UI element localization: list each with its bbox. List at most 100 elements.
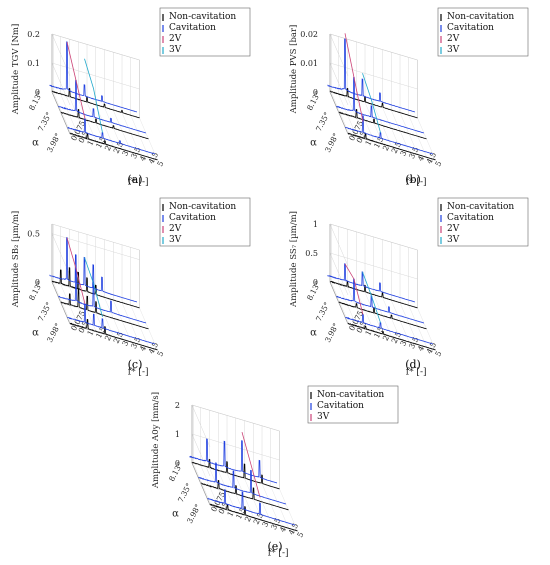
axis-frame <box>329 33 418 118</box>
panel-2: 00.58.13°7.35°3.98°0.0750.511.522.533.54… <box>11 197 251 377</box>
f-tick-label: 4 <box>416 344 426 353</box>
z-tick-label: 0.5 <box>27 230 40 239</box>
series-line <box>327 263 415 303</box>
z-tick-label: 0.01 <box>300 59 318 68</box>
legend-box <box>437 197 529 247</box>
f-tick-label: 1 <box>85 139 95 147</box>
series-line <box>58 267 147 324</box>
series-line <box>191 458 280 490</box>
grid-line <box>191 433 211 477</box>
series-line <box>345 115 433 155</box>
z-axis-label: Amplitude TGV [Nm] <box>11 24 21 116</box>
harmonic-line-2V <box>344 33 364 122</box>
legend-label: 3V <box>317 412 330 422</box>
legend-label: Cavitation <box>169 213 216 223</box>
grid-line <box>329 252 418 280</box>
f-tick-label: 5 <box>433 349 443 358</box>
alpha-axis-label: α <box>32 138 39 149</box>
f-tick-label: 2 <box>103 144 113 153</box>
z-axis-label: Amplitude SB₂ [µm/m] <box>11 211 21 308</box>
f-axis-label: f* [-] <box>128 177 149 187</box>
panel-caption: (b) <box>405 173 421 186</box>
series-line <box>67 303 156 345</box>
panel-3: 00.518.13°7.35°3.98°0.0750.511.522.533.5… <box>289 197 529 377</box>
f-tick-label: 3 <box>398 339 408 348</box>
alpha-tick-label: 8.13° <box>305 279 323 302</box>
harmonic-line-3V <box>84 257 103 318</box>
harmonic-line-2V <box>66 41 86 119</box>
series-line <box>51 267 140 309</box>
legend-label: 2V <box>447 34 460 44</box>
grid-line <box>51 233 71 276</box>
harmonic-line-3V <box>84 58 103 133</box>
z-tick-label: 0 <box>313 88 318 97</box>
series-line <box>347 132 436 161</box>
series-line <box>60 288 149 330</box>
harmonic-line-3V <box>241 431 261 498</box>
series-line <box>336 278 424 324</box>
series-line <box>329 87 418 119</box>
f-tick-label: 4 <box>278 525 288 534</box>
harmonic-line-3V <box>362 271 381 323</box>
f-axis-label: f* [-] <box>406 367 427 377</box>
f-tick-label: 5 <box>155 349 165 358</box>
alpha-tick-label: 3.98° <box>45 321 63 344</box>
alpha-axis-label: α <box>172 509 179 520</box>
axis-frame <box>191 405 211 506</box>
f-tick-label: 2 <box>103 334 113 343</box>
series-line <box>49 237 137 303</box>
z-tick-label: 0.1 <box>27 59 40 68</box>
f-tick-label: 2 <box>381 334 391 343</box>
f-tick-label: 1 <box>363 139 373 147</box>
alpha-tick-label: 3.98° <box>45 131 63 154</box>
series-line <box>67 118 156 155</box>
panel-4: 0128.13°7.35°3.98°0.0750.511.522.533.544… <box>151 385 399 558</box>
series-line <box>198 462 287 505</box>
alpha-tick-label: 8.13° <box>305 89 323 112</box>
legend-label: 3V <box>447 45 460 55</box>
grid-line <box>191 433 280 461</box>
series-line <box>51 87 140 119</box>
series-line <box>49 41 137 113</box>
legend-box <box>307 385 399 424</box>
grid-line <box>329 62 349 106</box>
f-axis-label: f* [-] <box>268 548 289 558</box>
legend-box <box>437 7 529 57</box>
legend-label: 2V <box>169 224 182 234</box>
z-axis-label: Amplitude A0y [mm/s] <box>151 392 161 489</box>
legend-label: 2V <box>169 34 182 44</box>
grid-line <box>329 223 349 267</box>
axis-frame <box>329 34 349 135</box>
alpha-tick-label: 7.35° <box>36 300 54 323</box>
f-tick-label: 3 <box>120 339 130 348</box>
series-line <box>201 479 289 511</box>
z-tick-label: 0.02 <box>300 30 318 39</box>
alpha-tick-label: 7.35° <box>36 110 54 133</box>
legend-label: Non-cavitation <box>447 12 514 22</box>
f-tick-label: 5 <box>155 159 165 168</box>
panel-1: 00.010.028.13°7.35°3.98°0.0750.511.522.5… <box>289 7 529 187</box>
axis-frame <box>191 404 280 489</box>
panel-0: 00.10.28.13°7.35°3.98°0.0750.511.522.533… <box>11 7 251 187</box>
series-line <box>330 280 418 309</box>
series-line <box>58 79 147 134</box>
alpha-tick-label: 7.35° <box>314 110 332 133</box>
series-line <box>60 108 149 140</box>
alpha-tick-label: 3.98° <box>323 131 341 154</box>
f-tick-label: 1 <box>85 329 95 337</box>
series-line <box>338 301 427 330</box>
legend-label: Non-cavitation <box>317 390 384 400</box>
grid-line <box>329 33 349 77</box>
axis-frame <box>51 33 140 118</box>
panel-caption: (a) <box>127 173 142 186</box>
series-line <box>69 318 158 351</box>
legend-label: Non-cavitation <box>447 202 514 212</box>
alpha-tick-label: 7.35° <box>176 481 194 504</box>
alpha-axis-label: α <box>32 328 39 339</box>
z-tick-label: 0 <box>35 278 40 287</box>
legend-label: 3V <box>169 45 182 55</box>
series-line <box>347 322 436 351</box>
